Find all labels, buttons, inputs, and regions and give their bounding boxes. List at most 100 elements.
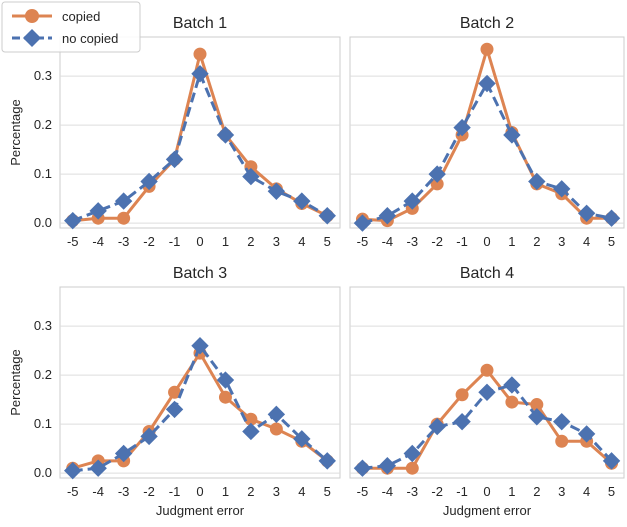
y-tick-label: 0.3 — [34, 318, 52, 333]
data-point-copied — [405, 461, 419, 475]
data-point-no-copied — [191, 65, 209, 83]
x-tick-label: 5 — [324, 484, 331, 499]
data-point-no-copied — [242, 167, 260, 186]
data-point-copied — [117, 211, 131, 225]
panel-frame — [349, 36, 625, 229]
x-tick-label: -3 — [118, 484, 130, 499]
series-line-no-copied — [362, 82, 612, 225]
x-tick-label: -1 — [169, 234, 181, 249]
data-point-copied — [480, 42, 494, 56]
x-tick-label: 4 — [583, 234, 590, 249]
data-point-no-copied — [353, 214, 372, 232]
data-point-no-copied — [191, 337, 209, 355]
data-point-no-copied — [140, 172, 158, 191]
x-tick-label: 4 — [298, 484, 305, 499]
x-tick-label: -4 — [92, 484, 104, 499]
chart-panel-1: 0.0 0.1 0.2 0.3 Percentage -5 -4 -3 -2 -1 0 1 2 3 4 5 Ba… — [8, 15, 341, 249]
x-tick-label: 1 — [222, 234, 229, 249]
data-point-copied — [505, 395, 519, 409]
x-tick-label: 0 — [483, 234, 490, 249]
data-point-copied — [193, 47, 207, 61]
data-point-no-copied — [216, 371, 235, 389]
x-tick-label: 3 — [558, 484, 565, 499]
y-axis-label: Percentage — [8, 349, 23, 416]
legend-label-copied: copied — [62, 9, 100, 24]
data-point-no-copied — [114, 444, 133, 463]
y-tick-label: 0.0 — [34, 215, 52, 230]
x-tick-label: -2 — [143, 234, 155, 249]
data-point-no-copied — [140, 427, 158, 446]
data-point-no-copied — [64, 211, 82, 230]
data-point-no-copied — [577, 425, 596, 443]
data-point-no-copied — [528, 408, 546, 426]
x-tick-label: 1 — [508, 234, 515, 249]
legend-marker-copied — [25, 9, 39, 23]
x-tick-label: 2 — [247, 484, 254, 499]
x-axis-label: Judgment error — [443, 503, 532, 518]
x-tick-label: 5 — [608, 484, 615, 499]
x-tick-label: 0 — [196, 484, 203, 499]
data-point-no-copied — [293, 430, 311, 448]
data-point-no-copied — [403, 444, 421, 463]
data-point-no-copied — [428, 417, 446, 436]
data-point-no-copied — [165, 400, 184, 419]
data-point-no-copied — [293, 192, 311, 210]
data-point-no-copied — [216, 126, 235, 144]
x-tick-label: 0 — [196, 234, 203, 249]
data-point-no-copied — [403, 192, 421, 210]
panel-frame — [59, 286, 341, 479]
data-point-no-copied — [453, 118, 471, 137]
x-tick-label: -1 — [169, 484, 181, 499]
panel-title: Batch 3 — [173, 265, 227, 282]
y-tick-label: 0.3 — [34, 68, 52, 83]
data-point-no-copied — [318, 207, 336, 225]
x-tick-label: 5 — [608, 234, 615, 249]
data-point-no-copied — [503, 126, 521, 144]
data-point-copied — [218, 390, 232, 404]
x-tick-label: -5 — [357, 484, 369, 499]
x-tick-label: -3 — [406, 234, 418, 249]
x-tick-label: -5 — [67, 234, 79, 249]
data-point-no-copied — [428, 165, 446, 183]
chart-legend: copied no copied — [1, 1, 141, 53]
data-point-no-copied — [602, 452, 621, 470]
x-axis-label: Judgment error — [156, 503, 245, 518]
data-point-no-copied — [64, 461, 82, 480]
data-point-copied — [455, 388, 469, 402]
x-tick-label: 2 — [533, 234, 540, 249]
x-tick-label: 2 — [533, 484, 540, 499]
x-tick-label: 1 — [222, 484, 229, 499]
data-point-copied — [555, 434, 569, 448]
x-tick-label: 2 — [247, 234, 254, 249]
data-point-no-copied — [553, 180, 571, 198]
legend-marker-no-copied — [23, 29, 41, 47]
x-tick-label: -3 — [118, 234, 130, 249]
x-tick-label: -5 — [357, 234, 369, 249]
y-tick-label: 0.0 — [34, 465, 52, 480]
data-point-no-copied — [478, 74, 496, 93]
data-point-no-copied — [378, 207, 397, 225]
x-tick-label: 4 — [298, 234, 305, 249]
data-point-no-copied — [478, 383, 496, 402]
x-tick-label: 3 — [273, 484, 280, 499]
data-point-no-copied — [89, 202, 107, 220]
data-point-no-copied — [577, 204, 596, 223]
panel-title: Batch 2 — [460, 15, 514, 32]
x-tick-label: -1 — [456, 234, 468, 249]
data-point-no-copied — [267, 405, 286, 424]
x-tick-label: 3 — [273, 234, 280, 249]
data-point-no-copied — [242, 422, 260, 441]
x-tick-label: -2 — [431, 234, 443, 249]
y-tick-label: 0.1 — [34, 416, 52, 431]
y-tick-label: 0.2 — [34, 117, 52, 132]
y-tick-label: 0.2 — [34, 367, 52, 382]
chart-panel-3: 0.0 0.1 0.2 0.3 Percentage -5 -4 -3 -2 -1 0 1 2 3 4 5 Ju… — [8, 265, 341, 518]
series-line-no-copied — [72, 344, 329, 473]
data-point-no-copied — [353, 459, 372, 477]
chart-panel-2: -5 -4 -3 -2 -1 0 1 2 3 4 5 Batch 2 — [349, 15, 625, 249]
x-tick-label: -4 — [92, 234, 104, 249]
x-tick-label: -4 — [382, 234, 394, 249]
legend-label-no-copied: no copied — [62, 31, 118, 46]
x-tick-label: 0 — [483, 484, 490, 499]
data-point-no-copied — [453, 412, 471, 431]
